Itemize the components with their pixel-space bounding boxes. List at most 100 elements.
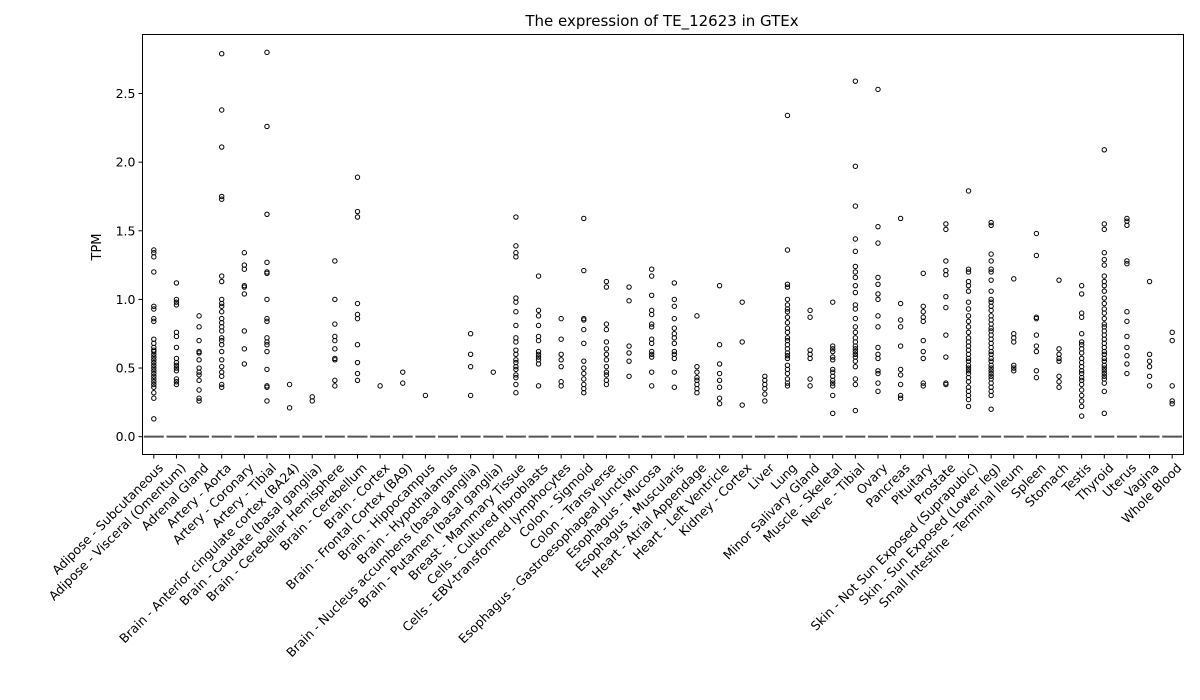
outlier-point	[875, 324, 881, 330]
outlier-point	[716, 361, 723, 367]
outlier-point	[716, 341, 723, 348]
outlier-point	[897, 215, 904, 222]
outlier-point	[965, 313, 972, 319]
outlier-point	[920, 337, 926, 344]
outlier-point	[807, 383, 813, 389]
outlier-point	[988, 348, 994, 355]
outlier-point	[1011, 339, 1017, 345]
outlier-point	[875, 86, 881, 93]
outlier-point	[490, 369, 496, 375]
outlier-point	[1078, 350, 1085, 356]
outlier-point	[603, 339, 610, 345]
outlier-point	[535, 354, 542, 360]
outlier-point	[513, 214, 519, 220]
outlier-point	[286, 381, 293, 388]
outlier-point	[603, 369, 610, 375]
outlier-point	[1101, 410, 1107, 417]
outlier-point	[354, 315, 361, 322]
outlier-point	[626, 284, 632, 290]
outlier-point	[173, 368, 180, 374]
outlier-point	[264, 398, 270, 404]
outlier-point	[196, 372, 202, 378]
outlier-point	[467, 363, 474, 370]
outlier-point	[196, 369, 202, 375]
outlier-point	[1011, 368, 1017, 374]
outlier-point	[626, 350, 632, 356]
outlier-point	[852, 407, 859, 414]
y-tick-label: 2.0	[116, 155, 136, 170]
outlier-point	[151, 381, 157, 388]
outlier-point	[354, 359, 361, 366]
outlier-point	[1101, 256, 1107, 263]
outlier-point	[897, 366, 904, 373]
outlier-point	[513, 390, 519, 396]
outlier-point	[965, 396, 972, 403]
outlier-point	[219, 193, 225, 200]
outlier-point	[151, 373, 157, 379]
outlier-point	[151, 254, 157, 260]
outlier-point	[965, 269, 972, 275]
outlier-point	[784, 350, 791, 356]
outlier-point	[1033, 368, 1040, 374]
outlier-point	[648, 351, 655, 358]
outlier-point	[332, 383, 338, 389]
outlier-point	[965, 365, 972, 371]
outlier-point	[1078, 368, 1085, 374]
outlier-point	[581, 340, 587, 347]
outlier-point	[852, 282, 859, 289]
outlier-point	[467, 392, 474, 399]
outlier-point	[400, 380, 406, 386]
outlier-point	[151, 354, 157, 360]
outlier-point	[920, 303, 926, 309]
outlier-point	[332, 346, 338, 352]
outlier-point	[151, 390, 157, 396]
outlier-point	[264, 296, 270, 303]
outlier-point	[467, 351, 474, 358]
outlier-point	[513, 366, 519, 373]
outlier-point	[196, 377, 202, 384]
outlier-point	[1078, 398, 1085, 404]
outlier-point	[988, 370, 994, 377]
outlier-point	[219, 278, 225, 285]
outlier-point	[671, 384, 678, 390]
outlier-point	[1101, 315, 1107, 322]
outlier-point	[1169, 398, 1175, 404]
outlier-point	[965, 299, 972, 305]
outlier-point	[1101, 300, 1107, 307]
outlier-point	[648, 273, 655, 279]
outlier-point	[626, 358, 632, 364]
outlier-point	[1124, 361, 1130, 367]
outlier-point	[1033, 230, 1040, 237]
outlier-point	[219, 348, 225, 355]
outlier-point	[1011, 365, 1017, 371]
outlier-point	[852, 381, 859, 388]
plot-frame	[142, 34, 1184, 455]
outlier-point	[1169, 329, 1175, 336]
outlier-point	[852, 274, 859, 281]
outlier-point	[762, 391, 768, 397]
outlier-point	[196, 395, 202, 401]
y-axis: 0.0 0.5 1.0 1.5 2.0 2.5	[116, 86, 143, 444]
outlier-point	[513, 243, 519, 249]
outlier-point	[965, 306, 972, 312]
outlier-point	[943, 304, 949, 311]
outlier-point	[196, 357, 202, 363]
outlier-point	[943, 332, 949, 338]
outlier-point	[603, 351, 610, 358]
outlier-point	[648, 348, 655, 355]
outlier-point	[1078, 403, 1085, 410]
outlier-point	[648, 324, 655, 330]
outlier-point	[558, 336, 564, 342]
outlier-point	[581, 370, 587, 377]
outlier-point	[784, 112, 791, 119]
outlier-point	[264, 123, 270, 130]
outlier-point	[943, 258, 949, 264]
outlier-point	[965, 329, 972, 336]
y-tick-label: 0.5	[116, 361, 136, 376]
outlier-point	[173, 376, 180, 382]
outlier-point	[196, 350, 202, 356]
outlier-point	[1078, 387, 1085, 393]
outlier-point	[151, 376, 157, 382]
outlier-point	[965, 379, 972, 385]
outlier-point	[513, 374, 519, 381]
